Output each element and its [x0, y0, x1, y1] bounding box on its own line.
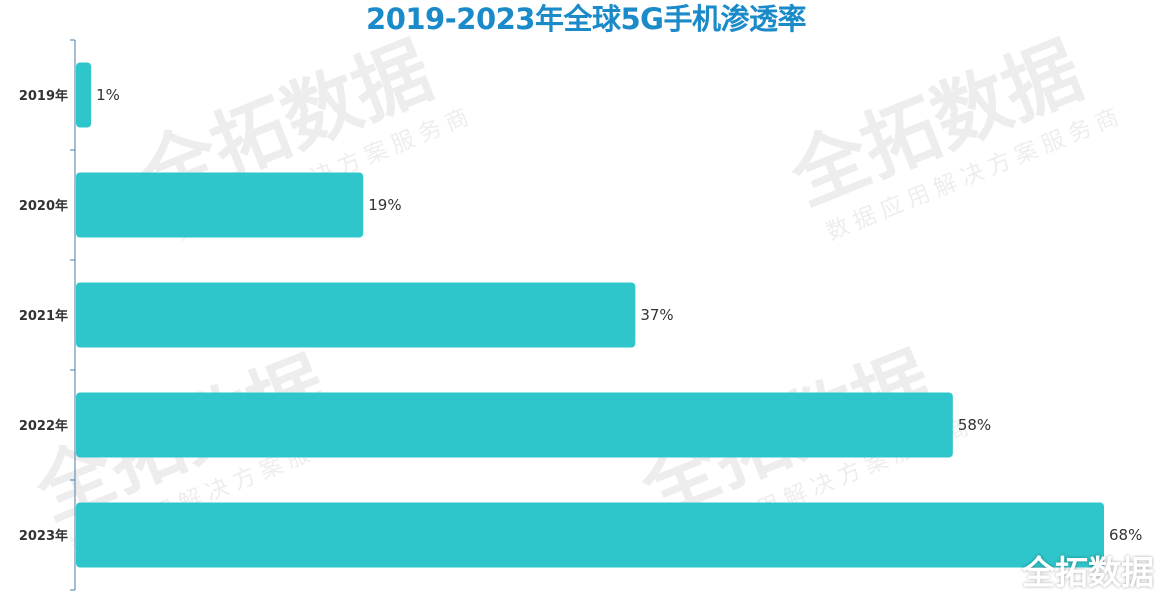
bar-2 — [76, 172, 364, 238]
category-label: 2020年 — [19, 198, 68, 214]
corner-logo: 全拓数据 — [1022, 553, 1154, 592]
value-label: 58% — [958, 416, 991, 434]
chart-title: 2019-2023年全球5G手机渗透率 — [366, 2, 806, 36]
bar-4 — [76, 392, 953, 458]
category-label: 2019年 — [19, 88, 68, 104]
bar-1 — [76, 62, 92, 128]
bars-layer — [76, 62, 1104, 568]
category-label: 2021年 — [19, 308, 68, 324]
category-label: 2022年 — [19, 418, 68, 434]
value-label: 1% — [96, 86, 120, 104]
value-label: 37% — [640, 306, 673, 324]
bar-3 — [76, 282, 636, 348]
value-label: 68% — [1109, 526, 1142, 544]
category-axis — [70, 39, 76, 591]
labels-layer: 2019年 1% 2020年 19% 2021年 37% 2022年 58% 2023年 68% — [19, 86, 1143, 544]
value-label: 19% — [368, 196, 401, 214]
category-label: 2023年 — [19, 528, 68, 544]
bar-5 — [76, 502, 1104, 568]
